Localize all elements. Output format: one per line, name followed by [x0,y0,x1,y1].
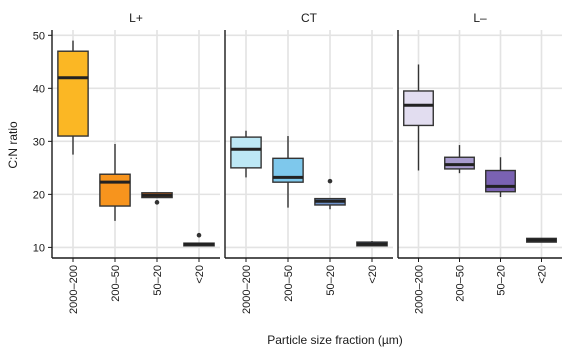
box-2 [272,136,304,208]
panel-strip-label: L– [473,11,487,25]
box-4 [526,237,557,243]
panel-strip-label: CT [301,11,318,25]
box-body [230,136,262,169]
box-3 [485,157,516,198]
y-tick-label: 50 [33,30,45,42]
outlier-point [327,178,333,184]
box-body [444,156,475,170]
box-body [403,90,434,127]
x-tick-label: 200–50 [283,265,295,302]
panel-strip-label: L+ [129,11,143,25]
box-2 [99,144,131,221]
y-tick-label: 10 [33,242,45,254]
y-axis-title: C:N ratio [6,121,20,169]
y-tick-label: 40 [33,83,45,95]
panel-3: L– 2000–200 200–50 50–20 <20 [397,11,562,314]
x-tick-label: 50–20 [325,265,337,296]
box-body [57,50,89,137]
outlier-point [154,200,160,205]
x-tick-label: <20 [537,265,549,284]
panel-2: CT 2000–200 200–50 50–20 <20 [224,11,393,314]
box-1 [57,40,89,155]
panel-1: L+ 2000–200 200–50 50–20 <20 [51,11,220,314]
box-3 [141,192,173,205]
x-axis-title: Particle size fraction (µm) [267,333,403,347]
x-tick-label: 200–50 [455,265,467,302]
box-1 [230,130,262,178]
x-tick-label: 200–50 [110,265,122,302]
box-4 [356,241,388,247]
x-tick-label: 50–20 [496,265,508,296]
x-tick-label: <20 [194,265,206,284]
x-tick-label: <20 [367,265,379,284]
x-tick-label: 2000–200 [414,265,426,314]
box-4 [183,232,215,247]
x-tick-label: 2000–200 [241,265,253,314]
outlier-point [196,232,202,238]
y-tick-label: 20 [33,189,45,201]
box-body [99,173,131,207]
x-tick-label: 50–20 [152,265,164,296]
box-body [485,169,516,193]
x-tick-label: 2000–200 [68,265,80,314]
y-tick-label: 30 [33,136,45,148]
plot-area: 10 20 30 40 50 L+ 2000–200 200–50 50–20 <20 CT 2000… [33,11,562,314]
box-3 [314,178,346,210]
box-1 [403,64,434,171]
box-2 [444,145,475,174]
